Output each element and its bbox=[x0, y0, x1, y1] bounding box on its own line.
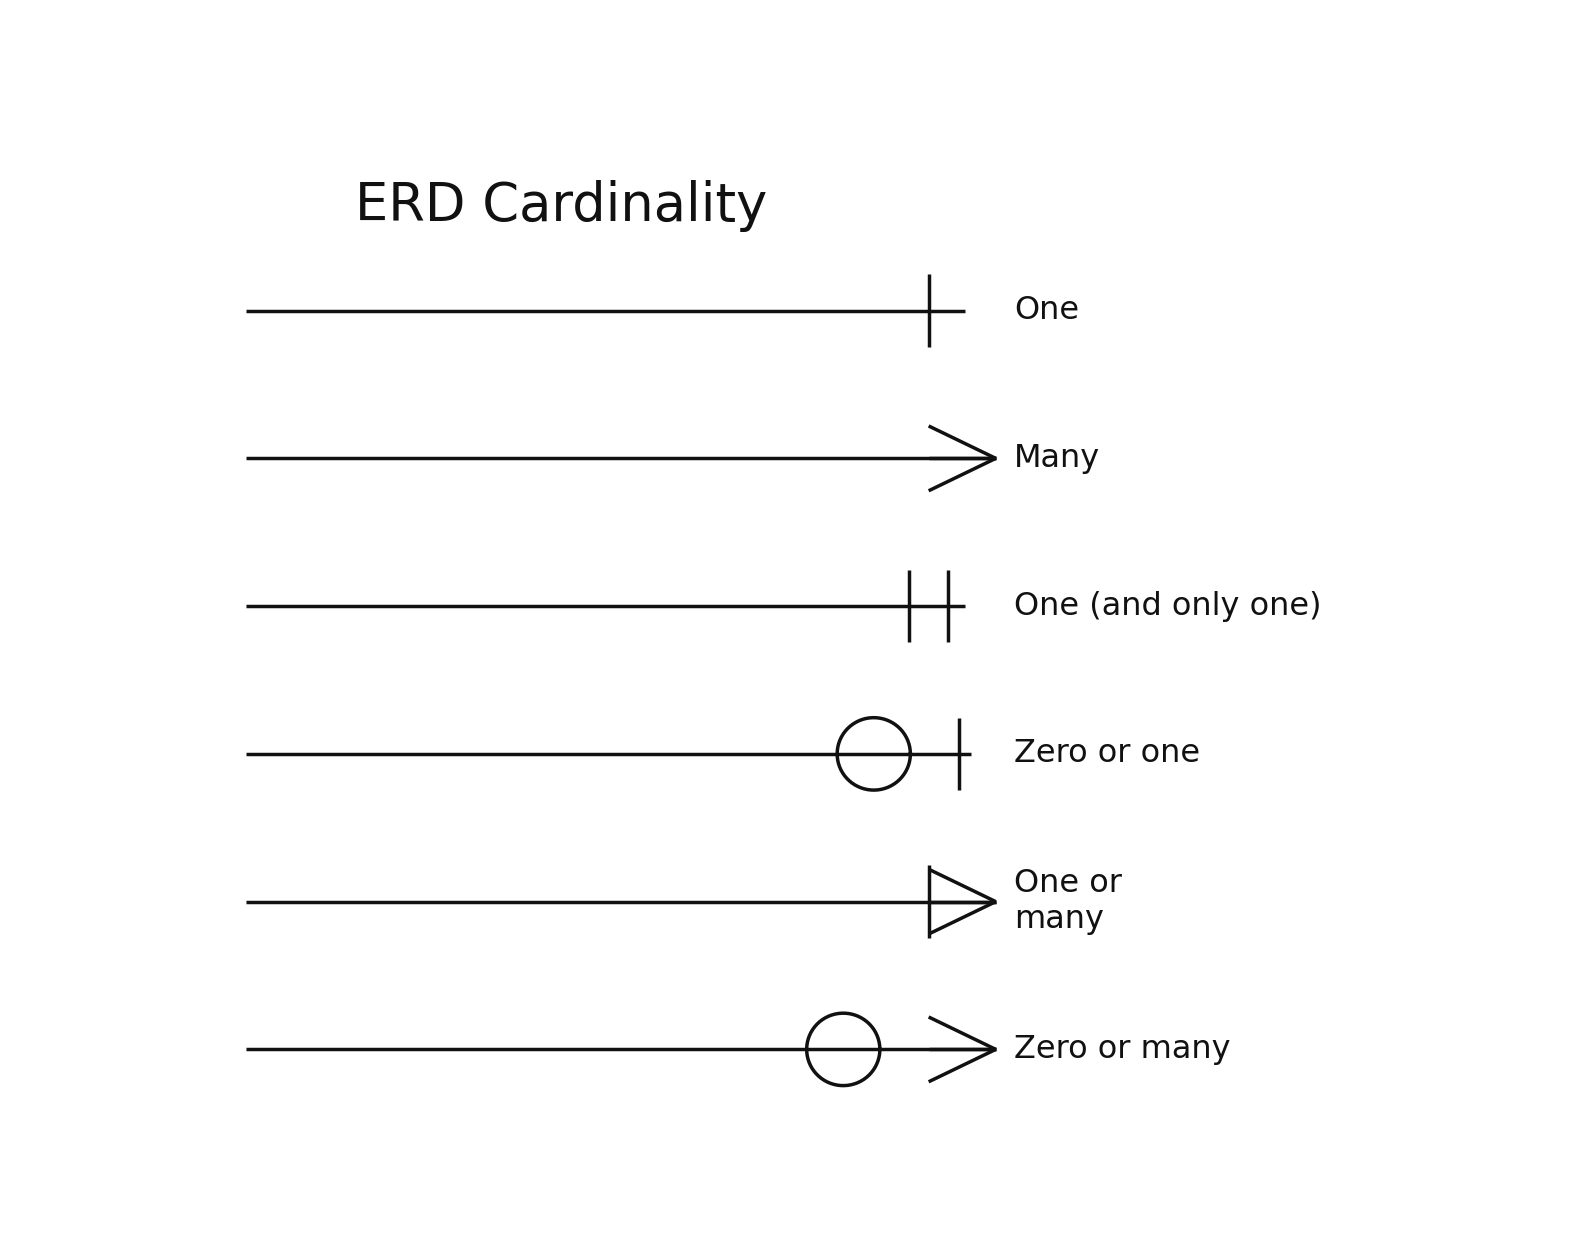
Text: Zero or one: Zero or one bbox=[1014, 738, 1199, 769]
Text: Zero or many: Zero or many bbox=[1014, 1034, 1231, 1065]
Text: ERD Cardinality: ERD Cardinality bbox=[356, 180, 768, 232]
Text: Many: Many bbox=[1014, 443, 1100, 474]
Text: One: One bbox=[1014, 295, 1080, 326]
Text: One (and only one): One (and only one) bbox=[1014, 591, 1322, 621]
Text: One or
many: One or many bbox=[1014, 868, 1122, 935]
